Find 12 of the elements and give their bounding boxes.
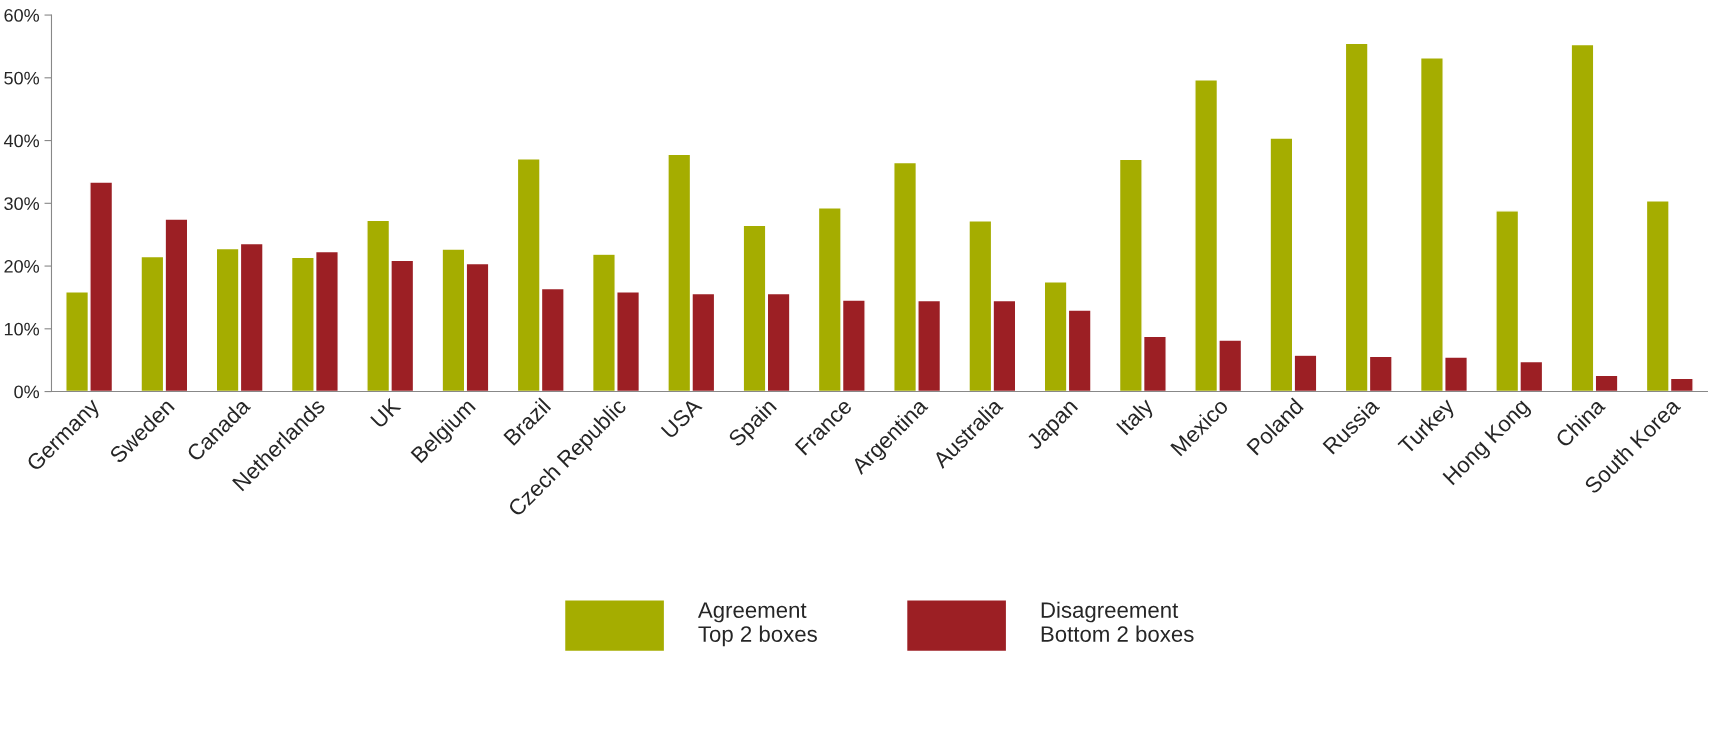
y-tick-label: 30%	[4, 197, 40, 211]
x-tick-label: USA	[660, 396, 703, 440]
legend-label: Disagreement Bottom 2 boxes	[1041, 601, 1194, 642]
x-tick-label: Italy	[1115, 396, 1158, 439]
legend-label: Agreement Top 2 boxes	[697, 602, 817, 647]
y-tick-label: 40%	[3, 134, 40, 148]
y-tick-label: 10%	[4, 322, 40, 336]
y-tick-label: 20%	[4, 259, 40, 273]
y-tick-label: 60%	[4, 8, 40, 22]
y-tick-label: 0%	[14, 385, 40, 399]
y-tick-label: 50%	[4, 71, 40, 85]
x-tick-label: UK	[370, 397, 402, 429]
